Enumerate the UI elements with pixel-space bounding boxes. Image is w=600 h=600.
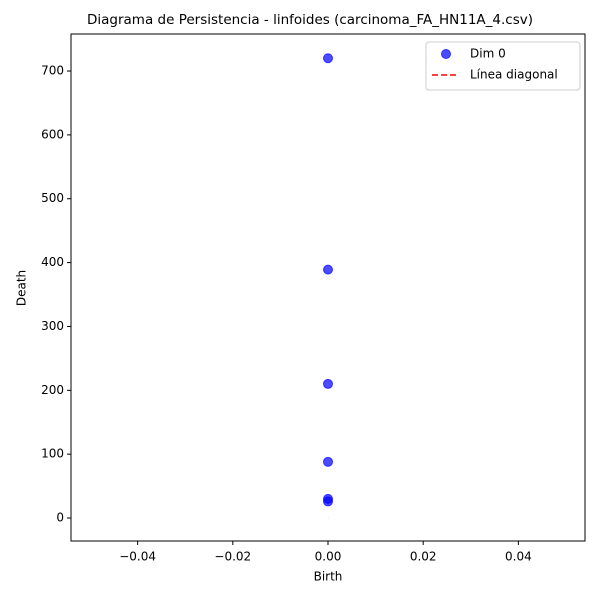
point (323, 53, 333, 64)
point (323, 378, 333, 389)
x-axis-label: Birth (314, 570, 343, 584)
legend-label: Dim 0 (470, 47, 506, 61)
y-axis-label: Death (15, 270, 29, 306)
legend-marker (441, 49, 451, 59)
y-tick-label: 400 (41, 255, 64, 269)
y-tick-label: 600 (41, 127, 64, 141)
legend-box (425, 41, 581, 91)
legend-label: Línea diagonal (470, 68, 558, 82)
chart-title: Diagrama de Persistencia - linfoides (ca… (87, 12, 533, 28)
x-tick-label: 0.02 (410, 550, 437, 564)
point (323, 264, 333, 275)
x-tick-label: −0.02 (214, 550, 251, 564)
y-tick-label: 700 (41, 64, 64, 78)
y-tick-label: 100 (41, 447, 64, 461)
y-tick-label: 300 (41, 319, 64, 333)
y-tick-label: 500 (41, 191, 64, 205)
x-tick-label: 0.04 (505, 550, 532, 564)
point (323, 496, 333, 507)
x-tick-label: −0.04 (119, 550, 156, 564)
x-tick-label: 0.00 (315, 550, 342, 564)
point (323, 456, 333, 467)
y-tick-label: 0 (56, 511, 64, 525)
y-tick-label: 200 (41, 383, 64, 397)
